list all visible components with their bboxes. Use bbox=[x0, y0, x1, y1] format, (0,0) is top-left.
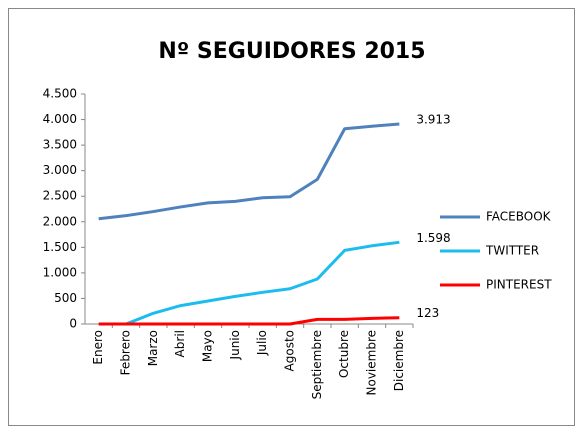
legend-label: FACEBOOK bbox=[486, 210, 552, 224]
data-label: 3.913 bbox=[416, 113, 450, 127]
y-tick-label: 1.000 bbox=[43, 265, 77, 279]
x-tick-label: Abril bbox=[173, 330, 187, 357]
y-tick-label: 2.500 bbox=[43, 189, 77, 203]
x-tick-label: Marzo bbox=[146, 330, 160, 366]
series-line bbox=[125, 240, 400, 326]
y-tick-label: 4.500 bbox=[43, 87, 77, 101]
x-tick-label: Mayo bbox=[201, 330, 215, 362]
y-tick-label: 0 bbox=[69, 317, 77, 331]
x-tick-label: Septiembre bbox=[310, 330, 324, 399]
y-tick-label: 500 bbox=[54, 291, 77, 305]
series-line bbox=[98, 122, 400, 221]
x-tick-label: Febrero bbox=[119, 330, 133, 375]
y-tick-label: 1.500 bbox=[43, 240, 77, 254]
x-tick-label: Julio bbox=[255, 330, 269, 356]
y-tick-label: 3.000 bbox=[43, 163, 77, 177]
x-tick-label: Agosto bbox=[283, 330, 297, 371]
data-label: 1.598 bbox=[416, 231, 450, 245]
y-tick-label: 4.000 bbox=[43, 112, 77, 126]
chart-title: Nº SEGUIDORES 2015 bbox=[158, 39, 425, 64]
x-tick-label: Octubre bbox=[337, 330, 351, 378]
y-tick-label: 2.000 bbox=[43, 214, 77, 228]
legend-label: PINTEREST bbox=[486, 278, 552, 292]
legend-label: TWITTER bbox=[485, 244, 539, 258]
x-tick-label: Enero bbox=[91, 330, 105, 365]
series-line bbox=[98, 316, 400, 326]
y-tick-label: 3.500 bbox=[43, 138, 77, 152]
x-tick-label: Diciembre bbox=[392, 330, 406, 391]
data-label: 123 bbox=[416, 306, 439, 320]
x-tick-label: Noviembre bbox=[365, 330, 379, 396]
x-tick-label: Junio bbox=[228, 330, 242, 360]
